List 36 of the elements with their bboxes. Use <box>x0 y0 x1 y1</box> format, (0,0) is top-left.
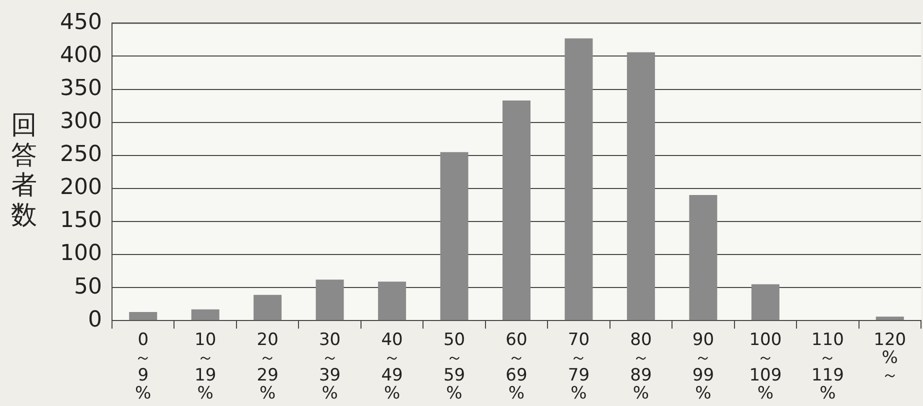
y-axis-title: 回答者数 <box>11 110 37 231</box>
x-tick-label: 100～109% <box>749 330 782 404</box>
y-tick-label: 50 <box>74 274 102 300</box>
y-tick-label: 400 <box>60 42 102 68</box>
y-tick-label: 450 <box>60 10 102 35</box>
y-tick-label: 200 <box>60 175 102 200</box>
bar <box>751 284 780 320</box>
bar <box>191 309 220 320</box>
x-tick-label: 60～69% <box>506 330 528 404</box>
x-tick-label: 20～29% <box>256 330 278 404</box>
y-tick-label: 350 <box>60 76 102 102</box>
x-tick-label: 0～9% <box>134 330 152 404</box>
x-tick-label: 110～119% <box>811 330 844 404</box>
bar <box>689 195 718 320</box>
x-tick-label: 120%～ <box>874 330 906 386</box>
bar <box>254 294 282 320</box>
bar <box>502 100 530 320</box>
y-tick-label: 0 <box>88 307 102 332</box>
bar <box>876 316 904 320</box>
x-tick-label: 80～89% <box>630 330 652 404</box>
bar <box>626 52 655 320</box>
x-tick-label: 90～99% <box>692 330 714 404</box>
y-tick-label: 150 <box>60 208 102 234</box>
bar <box>129 312 158 320</box>
y-tick-label: 300 <box>60 109 102 134</box>
x-tick-label: 10～19% <box>194 330 216 404</box>
bar <box>316 280 344 320</box>
y-tick-label: 100 <box>60 241 102 266</box>
x-tick-label: 50～59% <box>443 330 466 404</box>
x-tick-label: 70～79% <box>568 330 590 404</box>
bar <box>440 152 468 320</box>
x-tick-label: 30～39% <box>318 330 341 404</box>
x-tick-label: 40～49% <box>381 330 403 404</box>
y-tick-label: 250 <box>60 142 102 168</box>
bar <box>378 282 406 320</box>
bar <box>564 38 593 320</box>
